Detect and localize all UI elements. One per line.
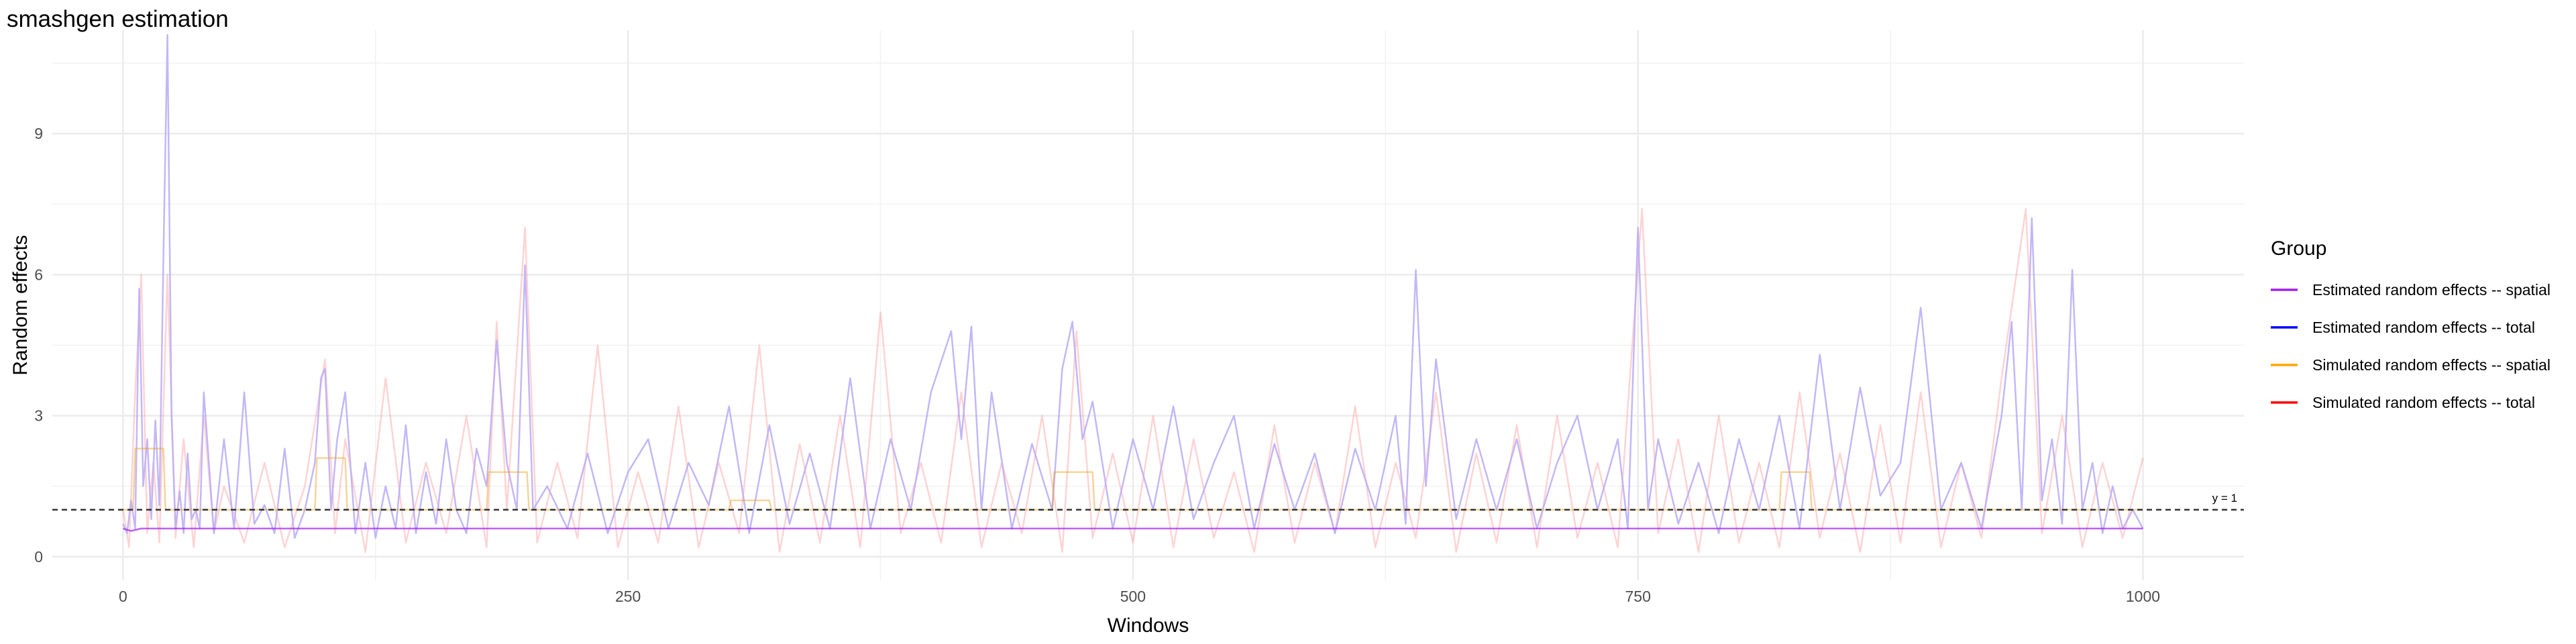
y-tick-label: 0 bbox=[34, 548, 43, 566]
chart-title: smashgen estimation bbox=[7, 6, 229, 32]
legend-label: Estimated random effects -- spatial bbox=[2312, 281, 2551, 299]
legend-label: Simulated random effects -- spatial bbox=[2312, 356, 2551, 374]
reference-line-label: y = 1 bbox=[2212, 492, 2237, 504]
y-tick-label: 3 bbox=[34, 407, 43, 425]
legend-label: Estimated random effects -- total bbox=[2312, 319, 2535, 336]
x-tick-label: 1000 bbox=[2126, 588, 2160, 605]
x-tick-label: 0 bbox=[119, 588, 127, 605]
x-tick-label: 250 bbox=[615, 588, 641, 605]
y-tick-label: 9 bbox=[34, 125, 43, 142]
x-tick-label: 750 bbox=[1625, 588, 1650, 605]
series-line-1 bbox=[122, 34, 2144, 539]
legend-label: Simulated random effects -- total bbox=[2312, 394, 2535, 411]
series-line-3 bbox=[122, 208, 2144, 553]
x-axis-label: Windows bbox=[1108, 614, 1189, 637]
legend-title: Group bbox=[2271, 237, 2326, 260]
y-axis-label: Random effects bbox=[9, 235, 32, 376]
y-tick-label: 6 bbox=[34, 266, 43, 283]
series-line-0 bbox=[123, 527, 2143, 532]
x-tick-label: 500 bbox=[1120, 588, 1146, 605]
